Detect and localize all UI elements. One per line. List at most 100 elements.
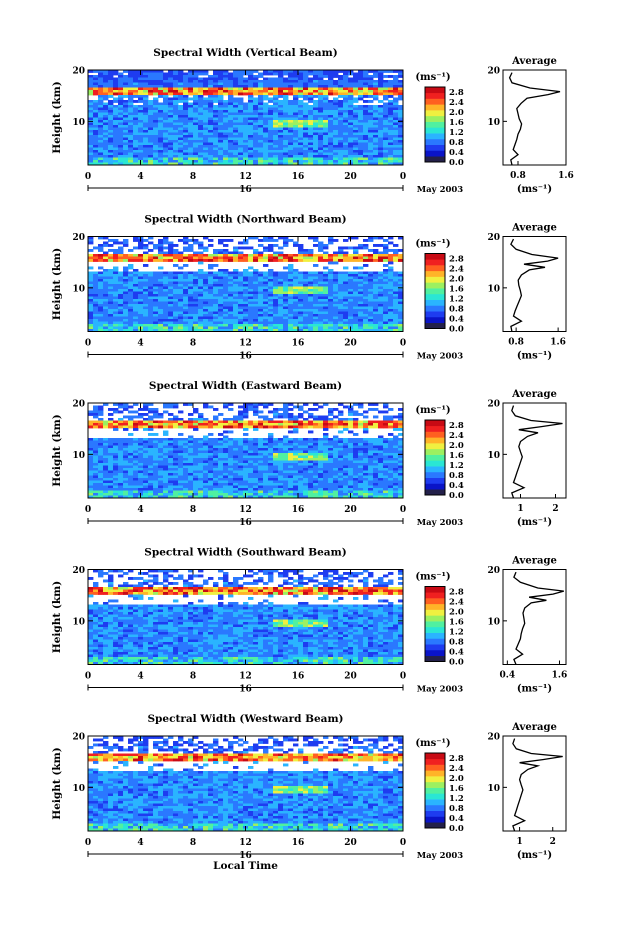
heatmap-cell [383,425,389,429]
heatmap-cell [143,127,149,131]
date-label: May 2003 [417,352,464,362]
heatmap-cell [98,286,104,290]
heatmap-cell [193,112,199,116]
heatmap-cell [353,271,359,275]
heatmap-cell [133,291,139,295]
heatmap-cell [108,130,114,133]
heatmap-cell [298,289,304,292]
heatmap-cell [283,117,289,121]
heatmap-cell [88,155,94,158]
heatmap-cell [173,316,179,320]
heatmap-cell [128,319,134,322]
heatmap-cell [313,286,319,290]
heatmap-cell [218,107,224,111]
heatmap-cell [108,90,114,93]
heatmap-cell [273,314,279,317]
heatmap-cell [243,85,249,88]
heatmap-cell [298,152,304,156]
heatmap-cell [228,137,234,141]
heatmap-cell [188,440,194,444]
heatmap-cell [148,420,154,424]
heatmap-cell [103,281,109,285]
heatmap-cell [323,244,329,247]
heatmap-cell [318,415,324,419]
heatmap-cell [133,90,139,93]
heatmap-cell [198,147,204,151]
heatmap-cell [173,271,179,275]
heatmap-cell [133,438,139,441]
heatmap-cell [93,408,99,411]
heatmap-cell [328,276,334,280]
heatmap-cell [248,127,254,131]
heatmap-cell [328,256,334,260]
heatmap-cell [218,150,224,153]
heatmap-cell [213,249,219,252]
heatmap-cell [343,162,349,166]
heatmap-cell [108,100,114,103]
heatmap-cell [338,438,344,441]
heatmap-cell [228,321,234,325]
heatmap-cell [148,125,154,128]
heatmap-cell [143,100,149,103]
heatmap-cell [243,276,249,280]
heatmap-cell [193,309,199,312]
heatmap-cell [378,314,384,317]
heatmap-cell [93,90,99,93]
heatmap-cell [223,142,229,146]
heatmap-cell [288,415,294,419]
heatmap-cell [123,120,129,123]
heatmap-cell [288,319,294,322]
heatmap-cell [198,289,204,292]
heatmap-cell [118,259,124,262]
heatmap-cell [378,294,384,297]
heatmap-cell [118,127,124,131]
heatmap-cell [138,279,144,282]
heatmap-cell [293,70,299,73]
heatmap-cell [278,72,284,76]
heatmap-cell [248,95,254,98]
heatmap-cell [233,145,239,148]
heatmap-cell [98,95,104,98]
heatmap-cell [293,147,299,151]
heatmap-cell [268,125,274,128]
heatmap-cell [278,254,284,257]
heatmap-cell [93,115,99,118]
heatmap-cell [143,112,149,116]
heatmap-cell [148,254,154,257]
heatmap-cell [238,125,244,128]
heatmap-cell [193,296,199,300]
heatmap-cell [268,160,274,163]
heatmap-cell [333,102,339,106]
heatmap-cell [218,249,224,252]
heatmap-cell [223,92,229,96]
heatmap-cell [183,314,189,317]
heatmap-cell [233,314,239,317]
heatmap-cell [258,301,264,305]
heatmap-cell [343,132,349,136]
heatmap-cell [308,97,314,101]
heatmap-cell [133,137,139,141]
heatmap-cell [223,251,229,255]
heatmap-cell [358,403,364,406]
colorbar-frame [424,86,446,163]
heatmap-cell [108,150,114,153]
heatmap-cell [278,324,284,327]
heatmap-cell [293,321,299,325]
heatmap-cell [153,130,159,133]
heatmap-cell [198,80,204,83]
heatmap-cell [273,115,279,118]
heatmap-cell [308,256,314,260]
heatmap-cell [333,435,339,439]
heatmap-cell [288,75,294,78]
heatmap-cell [253,75,259,78]
heatmap-cell [383,438,389,441]
heatmap-cell [143,135,149,138]
heatmap-cell [108,87,114,91]
heatmap-cell [148,306,154,310]
heatmap-cell [348,296,354,300]
heatmap-cell [313,408,319,411]
heatmap-cell [163,430,169,434]
heatmap-cell [333,72,339,76]
heatmap-cell [113,316,119,320]
heatmap-cell [128,415,134,419]
